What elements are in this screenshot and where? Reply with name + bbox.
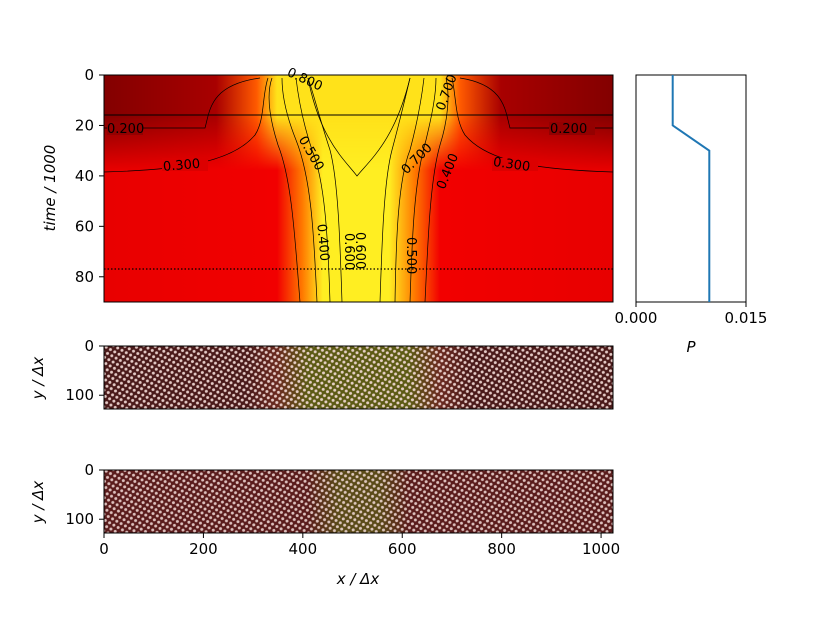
y-tick-label: 0 — [84, 66, 94, 84]
contour-lines — [103, 77, 614, 303]
y-axis-lattice-1: 0 100 — [65, 337, 104, 404]
x-tick-label: 1000 — [582, 540, 620, 558]
ylabel-lattice-1: y / Δx — [29, 357, 47, 401]
contour-label: 0.600 — [341, 233, 356, 270]
heatmap-frame — [103, 74, 614, 303]
y-tick-label: 0 — [84, 461, 94, 479]
y-tick-label: 100 — [65, 386, 94, 404]
x-axis-bottom: 0 200 400 600 800 1000 — [99, 533, 620, 558]
contour-label: 0.300 — [492, 155, 531, 175]
heatmap-image-bottom — [104, 75, 613, 302]
heatmap-panel: 0.200 0.200 0.300 0.300 0.400 0.400 0.50… — [41, 65, 614, 303]
lattice-frame-1 — [103, 345, 614, 410]
ylabel-lattice-2: y / Δx — [29, 481, 47, 525]
lattice-panel-2: 0 100 0 200 400 600 800 1000 y / Δx x / Δx — [29, 461, 620, 588]
xlabel-x: x / Δx — [336, 570, 380, 588]
x-tick-label: 0.000 — [615, 309, 658, 327]
y-tick-label: 80 — [75, 268, 94, 286]
x-tick-label: 400 — [289, 540, 318, 558]
y-tick-label: 100 — [65, 510, 94, 528]
ylabel-time: time / 1000 — [41, 145, 59, 232]
x-tick-label: 0.015 — [725, 309, 768, 327]
lattice-dots-1 — [104, 346, 613, 409]
contour-label: 0.400 — [313, 223, 331, 261]
contour-label: 0.500 — [403, 237, 418, 274]
xlabel-p: P — [686, 338, 696, 356]
contour-label: 0.600 — [352, 232, 367, 269]
y-tick-label: 20 — [75, 116, 94, 134]
lattice-panel-1: 0 100 y / Δx — [29, 337, 614, 410]
y-axis-lattice-2: 0 100 — [65, 461, 104, 528]
y-tick-label: 0 — [84, 337, 94, 355]
x-tick-label: 0 — [99, 540, 109, 558]
y-tick-label: 60 — [75, 217, 94, 235]
contour-label: 0.200 — [550, 122, 587, 137]
contour-label: 0.200 — [107, 122, 144, 137]
lattice-dots-2 — [104, 470, 613, 533]
x-tick-label: 200 — [189, 540, 218, 558]
y-tick-label: 40 — [75, 167, 94, 185]
profile-frame — [635, 74, 747, 303]
x-tick-label: 800 — [487, 540, 516, 558]
profile-panel: 0.000 0.015 P — [615, 74, 768, 356]
profile-line — [671, 75, 711, 302]
contour-label: 0.300 — [162, 157, 200, 175]
lattice-frame-2 — [103, 469, 614, 534]
y-axis-top: 0 20 40 60 80 — [75, 66, 104, 286]
x-tick-label: 600 — [388, 540, 417, 558]
x-axis-profile: 0.000 0.015 — [615, 302, 768, 327]
